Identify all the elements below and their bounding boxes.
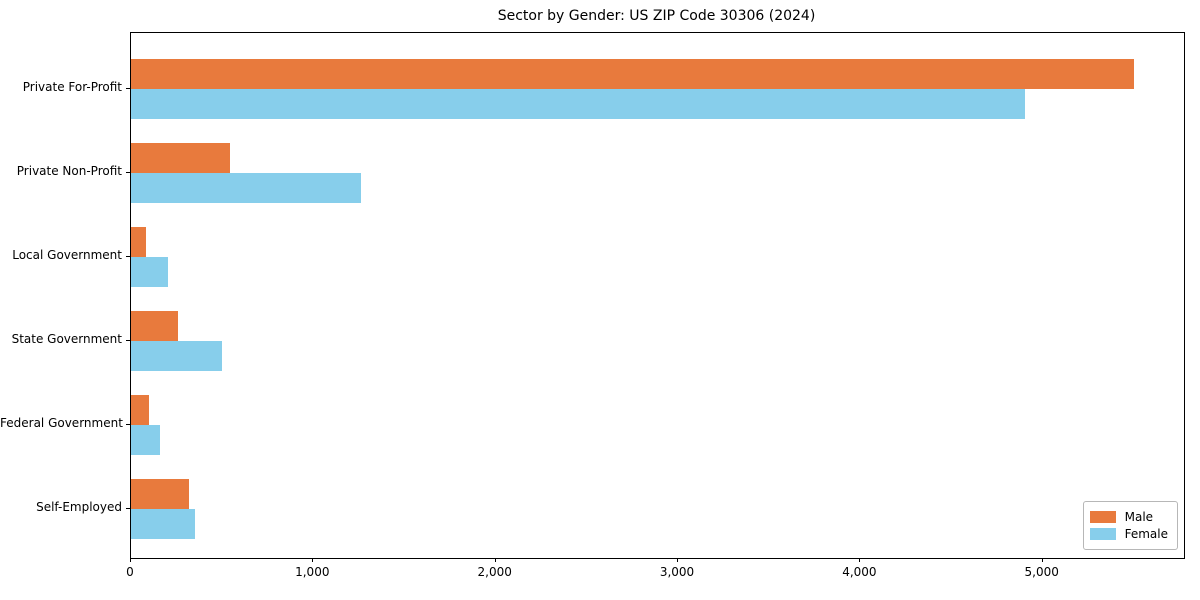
legend: Male Female: [1082, 501, 1178, 550]
legend-swatch-male: [1089, 511, 1116, 523]
x-tick-label-0: 0: [126, 565, 134, 579]
bar-male-private-non-profit: [131, 143, 230, 173]
bar-male-local-government: [131, 227, 146, 257]
legend-label-male: Male: [1124, 510, 1154, 524]
bar-male-private-for-profit: [131, 59, 1134, 89]
x-tick-label-1-000: 1,000: [295, 565, 330, 579]
bar-female-private-non-profit: [131, 173, 361, 203]
x-tick-label-2-000: 2,000: [477, 565, 512, 579]
bar-female-local-government: [131, 257, 168, 287]
x-tick-mark: [130, 558, 131, 562]
legend-label-female: Female: [1124, 527, 1168, 541]
bar-female-private-for-profit: [131, 89, 1025, 119]
legend-row-male: Male: [1089, 510, 1168, 524]
y-tick-mark: [126, 340, 130, 341]
y-tick-label-private-for-profit: Private For-Profit: [22, 80, 122, 94]
x-tick-label-5-000: 5,000: [1024, 565, 1059, 579]
y-tick-label-state-government: State Government: [11, 332, 122, 346]
x-tick-mark: [494, 558, 496, 562]
bar-female-state-government: [131, 341, 223, 371]
y-tick-label-federal-government: Federal Government: [0, 416, 123, 430]
y-tick-mark: [126, 424, 130, 425]
x-tick-mark: [1041, 558, 1043, 562]
y-tick-label-self-employed: Self-Employed: [36, 500, 122, 514]
plot-area: Male Female: [130, 32, 1185, 559]
bar-male-federal-government: [131, 395, 150, 425]
legend-swatch-female: [1089, 528, 1116, 540]
y-tick-label-private-non-profit: Private Non-Profit: [16, 164, 122, 178]
x-tick-mark: [312, 558, 314, 562]
y-tick-mark: [126, 172, 130, 173]
y-tick-mark: [126, 88, 130, 89]
bar-female-federal-government: [131, 425, 161, 455]
chart-title: Sector by Gender: US ZIP Code 30306 (202…: [497, 8, 816, 24]
x-tick-label-3-000: 3,000: [659, 565, 695, 579]
bar-male-self-employed: [131, 479, 190, 509]
x-tick-mark: [677, 558, 678, 562]
x-tick-mark: [859, 558, 861, 562]
legend-row-female: Female: [1089, 527, 1168, 541]
y-tick-label-local-government: Local Government: [12, 248, 122, 262]
y-tick-mark: [126, 508, 130, 509]
bar-male-state-government: [131, 311, 179, 341]
x-tick-label-4-000: 4,000: [842, 565, 877, 579]
y-tick-mark: [126, 256, 130, 257]
bar-female-self-employed: [131, 509, 195, 539]
